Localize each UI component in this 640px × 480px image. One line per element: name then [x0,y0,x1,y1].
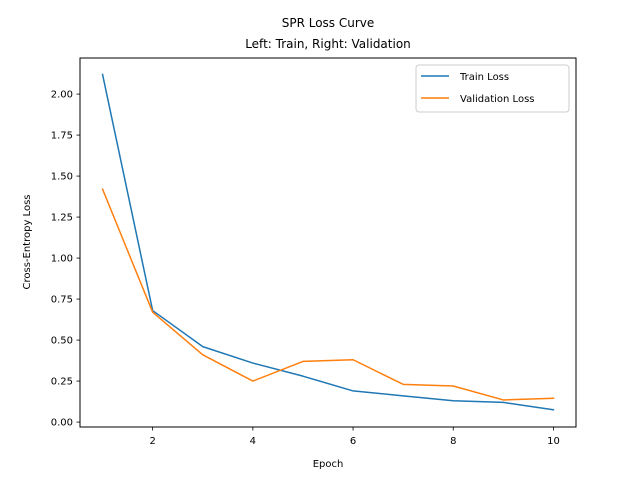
chart-title-line-1: SPR Loss Curve [282,16,375,30]
x-tick-label: 6 [350,436,356,447]
y-tick-label: 0.50 [51,336,73,347]
y-tick-label: 1.25 [51,213,73,224]
legend: Train Loss Validation Loss [415,64,570,113]
y-tick-label: 2.00 [51,90,73,101]
y-tick-label: 0.75 [51,295,73,306]
series-line-validation-loss [101,188,555,401]
legend-frame [415,64,570,113]
legend-label-train-loss: Train Loss [459,72,509,83]
series-line-train-loss [101,73,555,411]
y-tick-label: 0.25 [51,377,73,388]
x-tick-label: 4 [250,436,256,447]
legend-label-validation-loss: Validation Loss [460,94,535,105]
y-tick-label: 1.75 [51,131,73,142]
y-tick-label: 1.50 [51,172,73,183]
x-tick-label: 2 [149,436,155,447]
series-lines [101,73,555,411]
y-axis-label: Cross-Entropy Loss [22,195,33,290]
x-tick-label: 8 [450,436,456,447]
plot-area [79,57,577,428]
x-tick-label: 10 [547,436,560,447]
chart-title-line-2: Left: Train, Right: Validation [245,37,411,51]
y-tick-label: 0.00 [51,418,73,429]
x-axis-label: Epoch [313,459,344,470]
y-axis-ticks: 0.00 0.25 0.50 0.75 1.00 1.25 1.50 1.75 2.00 [51,90,80,429]
y-tick-label: 1.00 [51,254,73,265]
x-axis-ticks: 2 4 6 8 10 [149,427,560,447]
